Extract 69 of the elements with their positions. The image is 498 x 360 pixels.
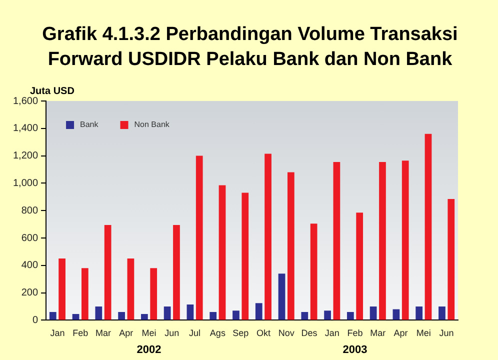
- bar: [278, 274, 286, 320]
- bar: [196, 156, 203, 320]
- x-tick-label: Mei: [416, 328, 431, 338]
- bar: [402, 160, 409, 320]
- bar: [164, 306, 171, 320]
- bar: [173, 224, 180, 320]
- x-tick-label: Nov: [278, 328, 295, 338]
- x-tick-label: Jan: [50, 328, 65, 338]
- bar: [416, 306, 423, 320]
- bar: [232, 310, 240, 320]
- x-tick-label: Mei: [142, 328, 156, 338]
- y-tick-label: 0: [32, 314, 38, 326]
- y-tick-label: 1,600: [12, 96, 38, 107]
- bar: [104, 224, 112, 320]
- x-tick-label: Apr: [394, 328, 408, 338]
- chart-title: Grafik 4.1.3.2 Perbandingan Volume Transaksi Forward USDIDR Pelaku Bank dan Non Bank: [41, 23, 459, 72]
- bar: [150, 268, 158, 320]
- y-tick-label: 200: [21, 288, 38, 299]
- x-tick-label: Apr: [119, 328, 134, 338]
- x-tick-label: Feb: [72, 328, 88, 338]
- bar: [72, 314, 80, 320]
- bar: [370, 306, 377, 320]
- y-tick-label: 1,000: [12, 178, 38, 189]
- bar: [301, 312, 308, 320]
- bar: [49, 312, 56, 320]
- bar: [287, 172, 294, 320]
- y-tick-label: 600: [21, 232, 38, 244]
- x-tick-label: Des: [301, 328, 318, 338]
- bar: [424, 134, 432, 320]
- y-tick-label: 1,400: [12, 123, 38, 134]
- bar: [356, 212, 364, 320]
- x-tick-label: Jul: [189, 328, 201, 338]
- bar: [58, 258, 66, 320]
- x-tick-label: Sep: [232, 328, 249, 338]
- bar: [186, 304, 194, 320]
- bar: [218, 185, 226, 320]
- bar: [264, 154, 272, 320]
- bar: [118, 312, 125, 320]
- text: 2002: [136, 344, 162, 356]
- bar: [448, 198, 455, 320]
- x-tick-label: Okt: [256, 328, 271, 338]
- bar: [438, 306, 446, 320]
- y-tick-label: 800: [21, 205, 38, 216]
- x-tick-label: Mar: [370, 328, 386, 338]
- bar: [324, 310, 331, 320]
- legend-label: Bank: [80, 120, 100, 130]
- bar: [127, 258, 134, 320]
- bar: [242, 192, 249, 320]
- x-tick-label: Mar: [95, 328, 111, 338]
- text: 2003: [342, 344, 368, 356]
- x-tick-label: Jun: [439, 328, 454, 338]
- y-tick-label: 400: [21, 260, 38, 272]
- bar: [95, 306, 102, 320]
- bar: [210, 312, 217, 320]
- bar: [141, 314, 148, 320]
- bar: [255, 303, 262, 320]
- x-tick-label: Ags: [210, 328, 226, 338]
- bar: [82, 268, 88, 320]
- bar: [346, 312, 354, 320]
- legend-label: Non Bank: [134, 120, 170, 130]
- x-tick-label: Jun: [164, 328, 180, 338]
- bar: [310, 224, 318, 320]
- bar: [333, 162, 340, 320]
- bar: [392, 309, 400, 320]
- x-tick-label: Feb: [347, 328, 363, 338]
- x-tick-label: Jan: [324, 328, 340, 338]
- y-axis-title: Juta USD: [30, 86, 74, 97]
- y-tick-label: 1,200: [12, 150, 38, 162]
- bar: [379, 162, 386, 320]
